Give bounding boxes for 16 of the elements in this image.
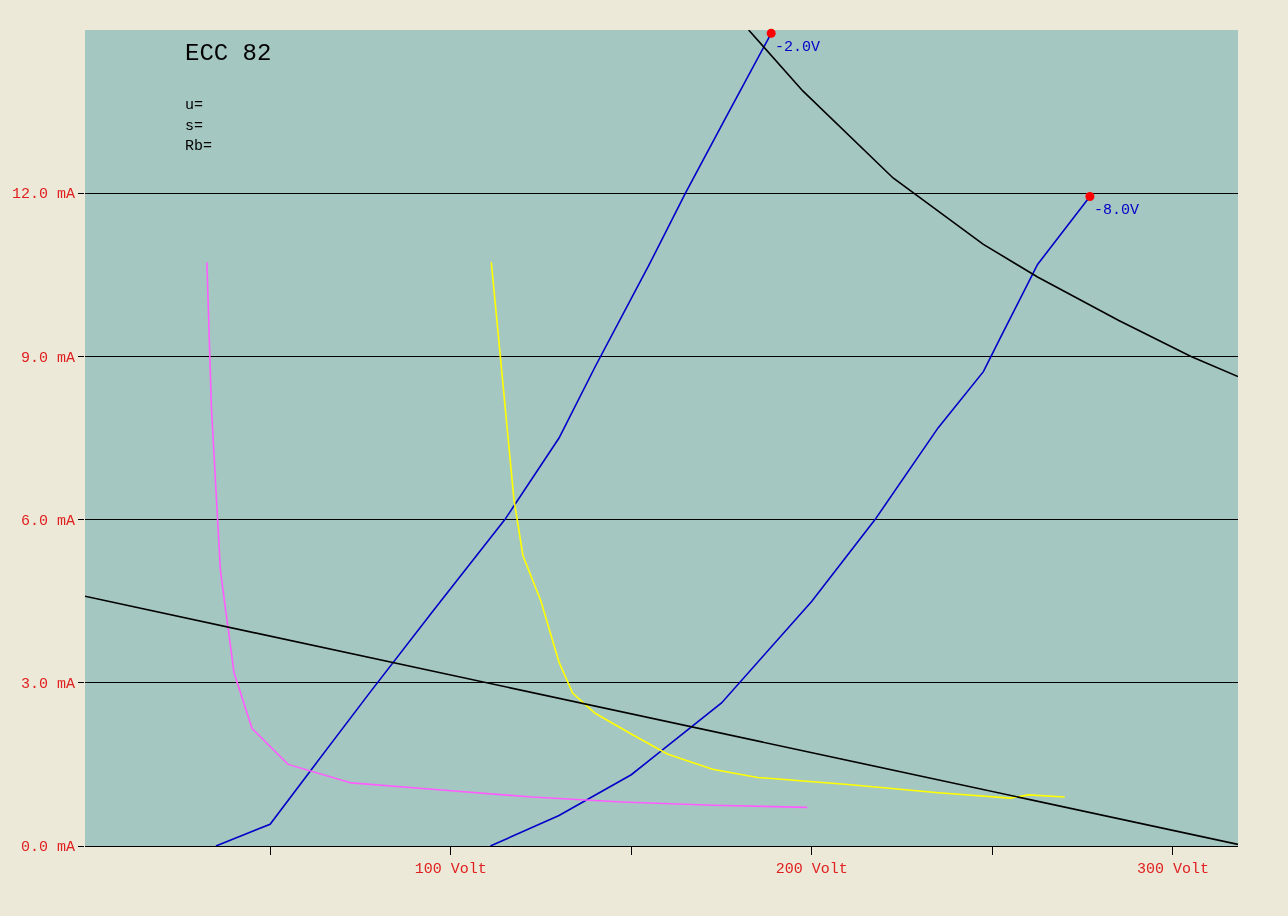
y-tick-label: 0.0 mA xyxy=(20,839,75,857)
annotation: Rb= xyxy=(185,138,213,155)
series-label: -8.0V xyxy=(1094,202,1140,219)
x-tick-label: 200 Volt xyxy=(775,861,848,878)
x-tick-label: 300 Volt xyxy=(1136,861,1209,878)
series-label: -2.0V xyxy=(775,39,821,56)
y-tick-label: 6.0 mA xyxy=(20,512,75,530)
chart-title: ECC 82 xyxy=(185,40,272,67)
y-tick-label: 9.0 mA xyxy=(20,349,75,367)
annotation: s= xyxy=(185,118,204,135)
x-tick-label: 100 Volt xyxy=(414,861,487,878)
y-tick-label: 3.0 mA xyxy=(20,676,75,694)
annotation: u= xyxy=(185,97,204,114)
line-series xyxy=(490,261,1066,799)
line-series xyxy=(206,261,809,809)
y-tick-label: 12.0 mA xyxy=(11,186,75,204)
